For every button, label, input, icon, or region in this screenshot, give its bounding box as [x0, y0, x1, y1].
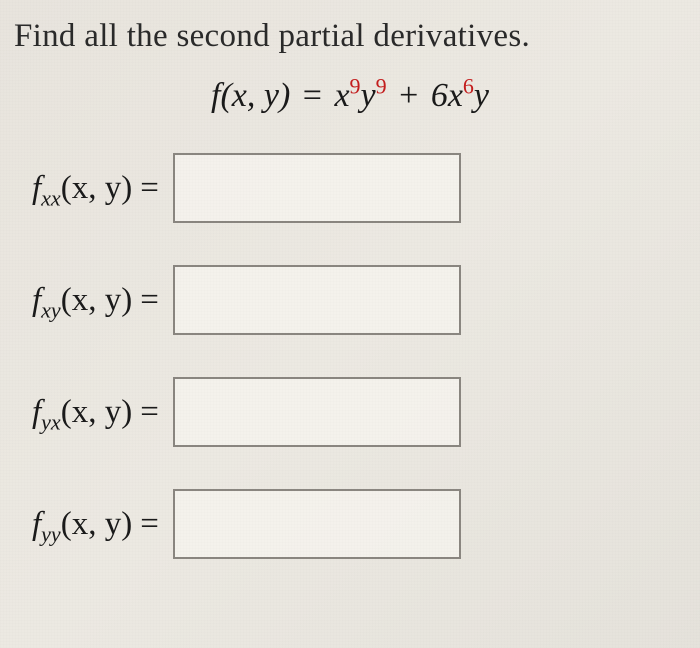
equation-term2-coef: 6 [431, 77, 448, 114]
equation-term1-x: x [334, 77, 349, 114]
label-eq: = [140, 282, 159, 318]
equation-term1-exp1: 9 [350, 74, 361, 99]
label-fyy: fyy(x, y)= [32, 506, 165, 543]
label-sub: xy [41, 297, 61, 322]
label-vars: (x, y) [61, 282, 132, 318]
label-eq: = [140, 394, 159, 430]
function-equation: f(x, y) = x9y9 + 6x6y [14, 77, 686, 115]
answer-input-fyy[interactable] [173, 489, 461, 559]
answer-input-fyx[interactable] [173, 377, 461, 447]
prompt-text: Find all the second partial derivatives. [14, 18, 686, 55]
label-func: f [32, 170, 41, 206]
equation-term2-x: x [448, 77, 463, 114]
label-fxx: fxx(x, y)= [32, 170, 165, 207]
equation-lhs-vars: (x, y) [220, 77, 290, 114]
label-vars: (x, y) [61, 394, 132, 430]
answer-input-fxy[interactable] [173, 265, 461, 335]
label-vars: (x, y) [61, 170, 132, 206]
derivative-row-fxx: fxx(x, y)= [14, 153, 686, 223]
derivative-row-fxy: fxy(x, y)= [14, 265, 686, 335]
label-func: f [32, 506, 41, 542]
label-fyx: fyx(x, y)= [32, 394, 165, 431]
derivative-row-fyx: fyx(x, y)= [14, 377, 686, 447]
equation-plus: + [399, 77, 418, 114]
equation-term1-exp2: 9 [376, 74, 387, 99]
equation-equals: = [303, 77, 322, 114]
label-eq: = [140, 506, 159, 542]
label-fxy: fxy(x, y)= [32, 282, 165, 319]
equation-term2-y: y [474, 77, 489, 114]
label-vars: (x, y) [61, 506, 132, 542]
equation-term2-exp1: 6 [463, 74, 474, 99]
label-func: f [32, 394, 41, 430]
answer-input-fxx[interactable] [173, 153, 461, 223]
label-sub: yx [41, 409, 61, 434]
equation-term1-y: y [361, 77, 376, 114]
label-sub: yy [41, 521, 61, 546]
label-eq: = [140, 170, 159, 206]
label-sub: xx [41, 185, 61, 210]
derivative-row-fyy: fyy(x, y)= [14, 489, 686, 559]
label-func: f [32, 282, 41, 318]
